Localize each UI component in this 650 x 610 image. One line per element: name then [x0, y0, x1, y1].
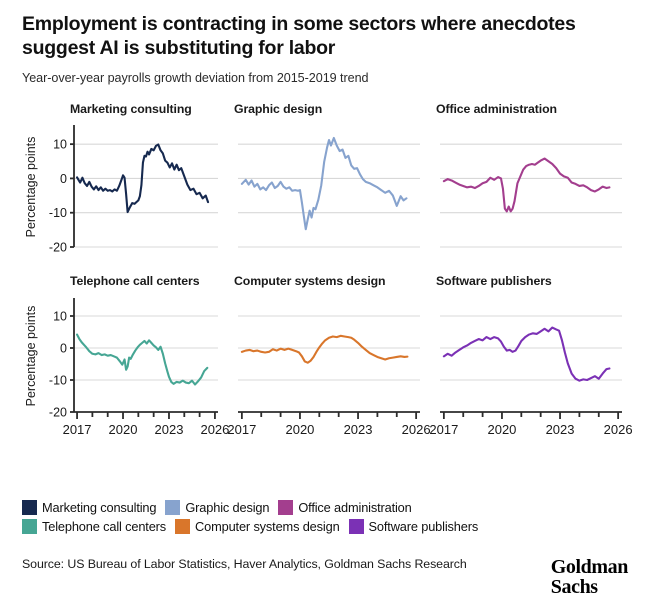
panel-title: Office administration — [436, 102, 557, 117]
y-tick-label: -20 — [49, 406, 67, 420]
legend-item-software-publishers[interactable]: Software publishers — [348, 519, 479, 534]
footer: Source: US Bureau of Labor Statistics, H… — [22, 556, 628, 597]
source-note: Source: US Bureau of Labor Statistics, H… — [22, 557, 467, 571]
y-tick-label: -20 — [49, 241, 67, 255]
x-tick-label: 2023 — [344, 422, 373, 437]
legend-item-office-administration[interactable]: Office administration — [278, 500, 412, 515]
y-tick-label: -10 — [49, 374, 67, 388]
x-tick-label: 2020 — [487, 422, 516, 437]
logo-line-2: Sachs — [550, 576, 598, 598]
page-subtitle: Year-over-year payrolls growth deviation… — [22, 71, 369, 86]
series-line — [76, 143, 210, 214]
legend-item-telephone-call-centers[interactable]: Telephone call centers — [22, 519, 166, 534]
legend-item-marketing-consulting[interactable]: Marketing consulting — [22, 500, 157, 515]
series-line — [442, 157, 611, 213]
panel-title: Telephone call centers — [70, 274, 200, 289]
legend-item-computer-systems-design[interactable]: Computer systems design — [175, 519, 340, 534]
y-tick-label: 0 — [60, 342, 67, 356]
legend-label: Telephone call centers — [42, 519, 167, 534]
legend-swatch-icon — [348, 519, 364, 534]
panel-plot: 10 0 -10 -20 Percentage points 2017 2020 2023 20… — [22, 292, 229, 452]
panel-title: Marketing consulting — [70, 102, 192, 117]
legend-swatch-icon — [22, 519, 37, 534]
y-axis-label: Percentage points — [24, 137, 38, 238]
x-tick-label: 2026 — [604, 422, 633, 437]
panel-plot: 2017 2020 2023 2026 — [426, 292, 633, 452]
x-tick-label: 2023 — [155, 422, 184, 437]
series-line — [240, 334, 409, 364]
panel-marketing-consulting: Marketing consulting 10 0 -10 -20 Percentage… — [22, 102, 224, 274]
legend-label: Computer systems design — [195, 519, 340, 534]
goldman-sachs-logo: Goldman Sachs — [550, 556, 629, 598]
x-tick-label: 2017 — [429, 422, 458, 437]
x-tick-label: 2026 — [200, 422, 229, 437]
panel-grid: Marketing consulting 10 0 -10 -20 Percentage… — [22, 102, 633, 472]
legend-swatch-icon — [22, 500, 37, 515]
panel-plot: 10 0 -10 -20 Percentage points — [22, 119, 224, 259]
y-tick-label: 0 — [60, 172, 67, 186]
legend-item-graphic-design[interactable]: Graphic design — [165, 500, 270, 515]
legend-row: Marketing consulting Graphic design Offi… — [22, 498, 628, 517]
legend-row: Telephone call centers Computer systems … — [22, 517, 628, 536]
panel-title: Computer systems design — [234, 274, 386, 289]
y-axis-label: Percentage points — [24, 306, 38, 407]
x-tick-label: 2026 — [402, 422, 431, 437]
series-line — [240, 137, 408, 231]
x-tick-label: 2017 — [63, 422, 92, 437]
legend-label: Software publishers — [368, 519, 479, 534]
y-tick-label: 10 — [53, 310, 67, 324]
legend-swatch-icon — [165, 500, 181, 515]
panel-plot — [426, 119, 628, 259]
x-tick-label: 2020 — [285, 422, 314, 437]
x-tick-label: 2020 — [109, 422, 138, 437]
series-line — [76, 333, 209, 386]
panel-plot — [224, 119, 426, 259]
panel-title: Graphic design — [234, 102, 323, 117]
panel-computer-systems-design: Computer systems design 2017 2020 2023 2026 — [224, 274, 431, 472]
page-title: Employment is contracting in some sector… — [22, 13, 576, 59]
series-line — [442, 326, 611, 382]
legend-label: Marketing consulting — [42, 500, 157, 515]
y-tick-label: 10 — [53, 138, 67, 152]
legend-label: Graphic design — [185, 500, 270, 515]
panel-telephone-call-centers: Telephone call centers 10 0 -10 -20 Percenta… — [22, 274, 229, 472]
panel-office-administration: Office administration — [426, 102, 628, 274]
legend-swatch-icon — [175, 519, 191, 534]
panel-plot: 2017 2020 2023 2026 — [224, 292, 431, 452]
y-tick-label: -10 — [49, 206, 67, 220]
x-tick-label: 2023 — [546, 422, 575, 437]
legend-swatch-icon — [278, 500, 294, 515]
legend-label: Office administration — [298, 500, 412, 515]
panel-title: Software publishers — [436, 274, 552, 289]
panel-software-publishers: Software publishers 2017 2020 2023 2026 — [426, 274, 633, 472]
legend: Marketing consulting Graphic design Offi… — [22, 498, 628, 536]
panel-graphic-design: Graphic design — [224, 102, 426, 274]
logo-line-1: Goldman — [550, 556, 629, 578]
x-tick-label: 2017 — [227, 422, 256, 437]
